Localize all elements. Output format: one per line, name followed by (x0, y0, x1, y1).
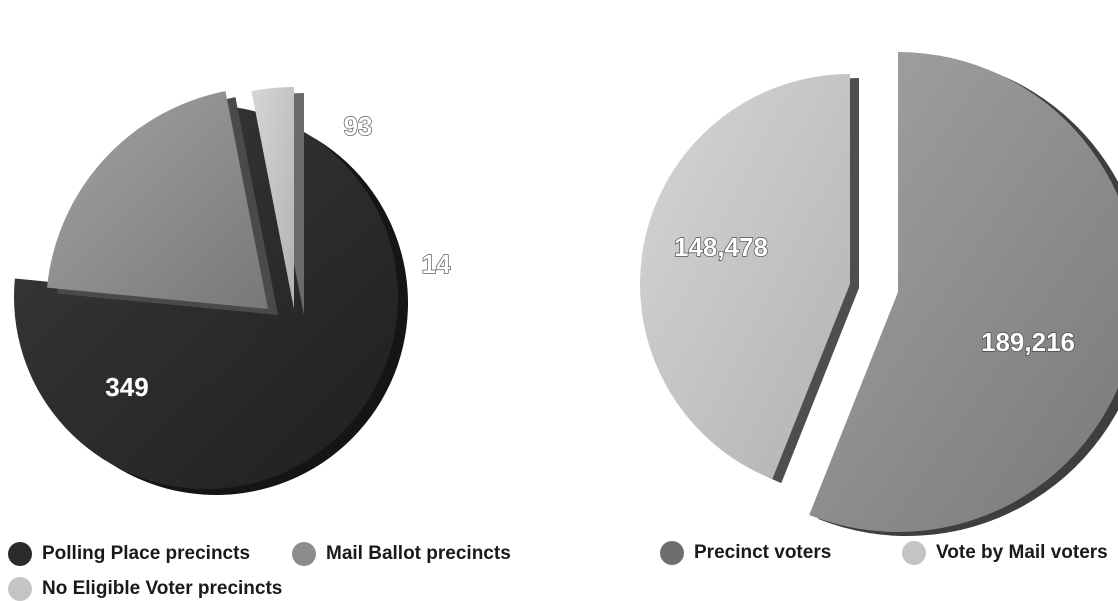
legend-label-precinct-voters: Precinct voters (694, 542, 832, 563)
legend-label-mail-ballot: Mail Ballot precincts (326, 543, 511, 564)
legend-label-polling-place: Polling Place precincts (42, 543, 251, 564)
legend-label-vote-by-mail: Vote by Mail voters (936, 542, 1108, 563)
legend-item-mail-ballot: Mail Ballot precincts (292, 542, 511, 566)
legend-label-no-eligible-voter: No Eligible Voter precincts (42, 578, 283, 599)
data-label-no-eligible-voter-precincts: 14 (422, 249, 451, 279)
legend-swatch-precinct-voters (660, 541, 684, 565)
data-label-mail-ballot-precincts: 93 (344, 111, 373, 141)
legend-swatch-no-eligible-voter (8, 577, 32, 601)
legend-item-polling-place: Polling Place precincts (8, 542, 250, 566)
voters-pie-chart: 189,216 148,478 (640, 52, 1118, 536)
precincts-pie-chart: 349 93 14 (13, 87, 452, 496)
pie-slice-vote-by-mail-voters (640, 74, 850, 480)
legend-item-vote-by-mail: Vote by Mail voters (902, 541, 1108, 565)
legend-swatch-vote-by-mail (902, 541, 926, 565)
data-label-vote-by-mail-voters: 148,478 (674, 232, 768, 262)
legend-swatch-polling-place (8, 542, 32, 566)
pie-slice-mail-ballot-precincts (47, 91, 268, 309)
legend-item-no-eligible-voter: No Eligible Voter precincts (8, 577, 282, 601)
data-label-polling-place-precincts: 349 (105, 372, 148, 402)
data-label-precinct-voters: 189,216 (981, 327, 1075, 357)
legend-item-precinct-voters: Precinct voters (660, 541, 831, 565)
legend-swatch-mail-ballot (292, 542, 316, 566)
pie-slice-no-eligible-voter-precincts (251, 87, 294, 309)
pie-slice-precinct-voters (809, 52, 1118, 532)
